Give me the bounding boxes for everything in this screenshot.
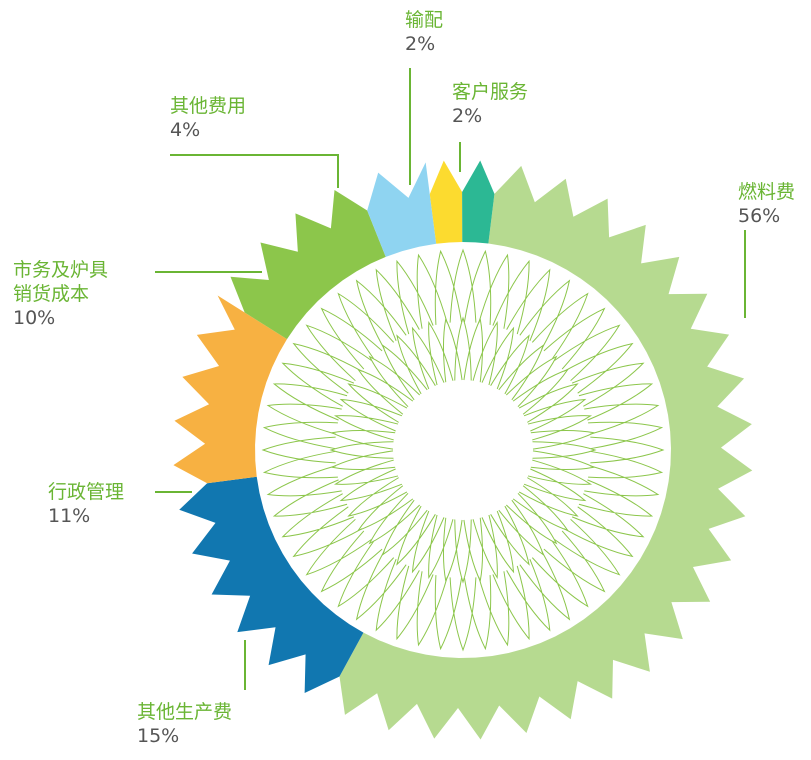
label-value: 11% [48,504,158,528]
chart-canvas [0,0,811,760]
label-value: 10% [13,306,123,330]
chart: 燃料费56% 其他生产费15% 行政管理11% 市务及炉具销货成本10% 其他费… [0,0,811,760]
label-name: 输配 [405,8,515,32]
label-name: 燃料费 [738,180,811,204]
label-name: 其他费用 [170,94,280,118]
label-name: 其他生产费 [137,700,267,724]
pie-slice [230,190,385,339]
leader-line [170,155,338,188]
label-value: 2% [452,104,562,128]
pie-slice [462,161,494,244]
label-name: 行政管理 [48,480,158,504]
label-value: 56% [738,204,811,228]
petal-ring [331,318,595,582]
pie-slice [179,477,363,693]
label-value: 4% [170,118,280,142]
petal-ring [263,250,663,650]
pie-slice [430,161,463,244]
label-value: 15% [137,724,267,748]
label-value: 2% [405,32,515,56]
label-name: 市务及炉具销货成本 [13,258,123,306]
decoration [263,250,663,650]
label-name: 客户服务 [452,80,562,104]
